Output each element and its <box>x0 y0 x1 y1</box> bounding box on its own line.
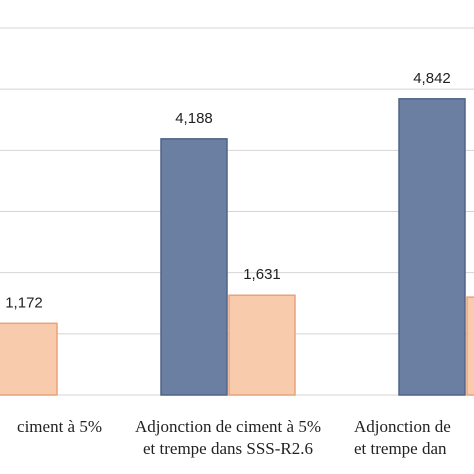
x-tick-label: et trempe dan <box>354 439 447 458</box>
bar <box>466 296 474 396</box>
bar <box>0 322 58 396</box>
value-label: 4,188 <box>175 110 213 127</box>
value-label: 1,631 <box>243 266 281 283</box>
x-tick-label: Adjonction de <box>354 417 451 436</box>
bar <box>160 138 228 396</box>
x-tick-label: et trempe dans SSS-R2.6 <box>143 439 313 458</box>
x-tick-label: ciment à 5% <box>17 417 102 436</box>
value-label: 1,172 <box>5 294 43 311</box>
x-tick-label: Adjonction de ciment à 5% <box>135 417 321 436</box>
value-label: 4,842 <box>413 70 451 87</box>
bar <box>228 294 296 396</box>
bar <box>398 98 466 396</box>
